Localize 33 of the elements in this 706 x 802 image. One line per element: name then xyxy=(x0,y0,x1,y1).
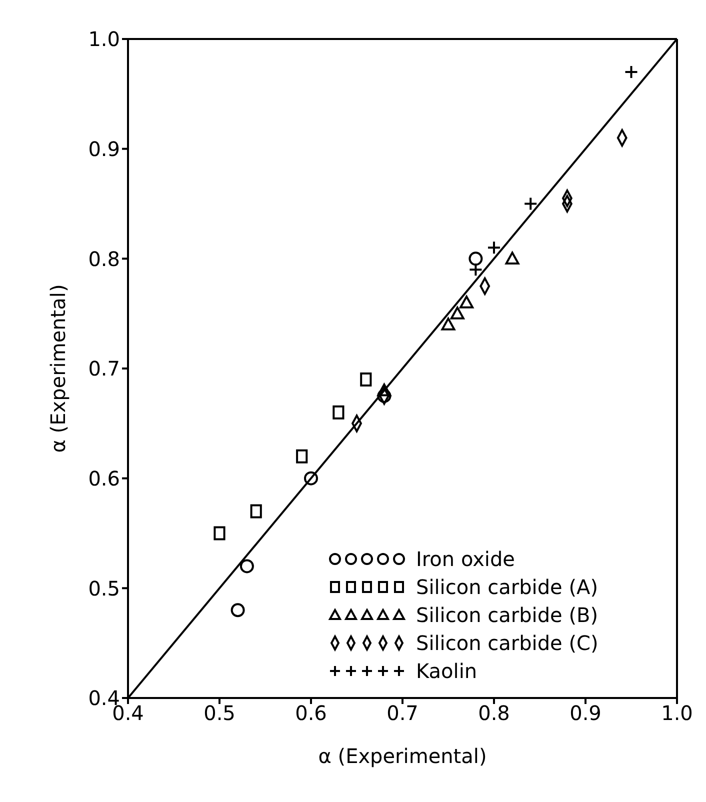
y-tick-label: 0.5 xyxy=(88,576,120,600)
x-tick-label: 0.8 xyxy=(478,701,510,726)
x-tick-label: 1.0 xyxy=(661,701,693,726)
y-tick-label: 0.8 xyxy=(88,246,120,271)
point xyxy=(230,603,245,618)
point xyxy=(360,372,372,386)
point xyxy=(214,526,226,540)
y-tick-label: 1.0 xyxy=(88,27,120,52)
point xyxy=(524,196,538,211)
y-tick-label: 0.9 xyxy=(88,136,120,161)
legend-label: Silicon carbide (A) xyxy=(416,575,598,599)
legend-label: Silicon carbide (B) xyxy=(416,603,598,627)
point xyxy=(468,252,483,266)
x-tick-label: 0.9 xyxy=(570,701,602,726)
y-tick-label: 0.7 xyxy=(88,356,120,381)
point xyxy=(240,559,254,574)
y-tick-label: 0.6 xyxy=(88,466,120,490)
legend-label: Silicon carbide (C) xyxy=(416,631,598,655)
point xyxy=(450,306,464,320)
point xyxy=(505,252,520,264)
legend-label: Kaolin xyxy=(416,659,478,683)
x-tick-label: 0.7 xyxy=(386,701,418,726)
point xyxy=(441,318,456,330)
point xyxy=(250,504,262,518)
x-tick-label: 0.5 xyxy=(204,701,236,726)
point xyxy=(296,449,308,464)
y-axis-title: α (Experimental) xyxy=(46,284,70,453)
x-tick-label: 0.6 xyxy=(295,701,327,726)
x-axis-title: α (Experimental) xyxy=(318,744,487,768)
point xyxy=(332,405,344,420)
point xyxy=(304,471,318,486)
point xyxy=(460,296,474,308)
legend-label: Iron oxide xyxy=(416,547,515,571)
